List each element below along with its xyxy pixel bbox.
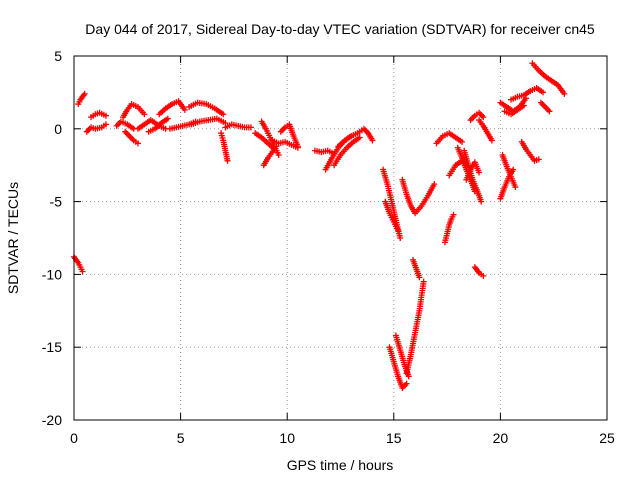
data-point: [275, 152, 282, 159]
data-point: [79, 268, 86, 275]
x-tick-label: 0: [70, 430, 78, 446]
data-point: [480, 114, 487, 121]
data-point: [181, 106, 188, 113]
plot-frame: [73, 55, 608, 421]
chart-title: Day 044 of 2017, Sidereal Day-to-day VTE…: [85, 21, 595, 37]
data-points: [71, 60, 568, 391]
data-point: [141, 111, 148, 118]
data-point: [420, 278, 427, 285]
data-point: [81, 90, 88, 97]
y-tick-label: -15: [42, 339, 62, 355]
data-point: [510, 166, 517, 173]
x-tick-label: 10: [279, 430, 295, 446]
data-point: [395, 227, 402, 234]
x-tick-label: 5: [177, 430, 185, 446]
data-point: [294, 143, 301, 150]
data-point: [102, 121, 109, 128]
data-point: [540, 89, 547, 96]
data-point: [476, 169, 483, 176]
y-tick-label: 0: [54, 121, 62, 137]
data-point: [520, 102, 527, 109]
data-point: [369, 137, 376, 144]
y-tick-label: -20: [42, 412, 62, 428]
x-tick-label: 15: [386, 430, 402, 446]
y-tick-label: -10: [42, 266, 62, 282]
data-point: [478, 198, 485, 205]
data-point: [459, 138, 466, 145]
tick-labels: 0 5 10 15 20 25 5 0 -5 -10 -15 -20: [42, 48, 615, 446]
data-point: [512, 184, 519, 191]
data-point: [561, 90, 568, 97]
data-point: [450, 211, 457, 218]
data-point: [220, 111, 227, 118]
data-point: [164, 115, 171, 122]
y-axis-label: SDTVAR / TECUs: [5, 182, 21, 294]
data-point: [397, 235, 404, 241]
data-point: [546, 108, 553, 115]
data-point: [403, 380, 410, 387]
data-point: [102, 112, 109, 119]
y-tick-label: 5: [54, 48, 62, 64]
data-point: [247, 124, 254, 131]
y-tick-label: -5: [50, 194, 63, 210]
x-axis-label: GPS time / hours: [287, 457, 394, 473]
data-point: [480, 272, 487, 279]
data-point: [535, 156, 542, 163]
data-point: [416, 274, 423, 281]
x-tick-label: 20: [493, 430, 509, 446]
data-point: [431, 181, 438, 188]
data-point: [134, 140, 141, 147]
x-tick-label: 25: [599, 430, 615, 446]
data-point: [356, 134, 363, 141]
data-point: [488, 137, 495, 144]
data-point: [224, 157, 231, 164]
